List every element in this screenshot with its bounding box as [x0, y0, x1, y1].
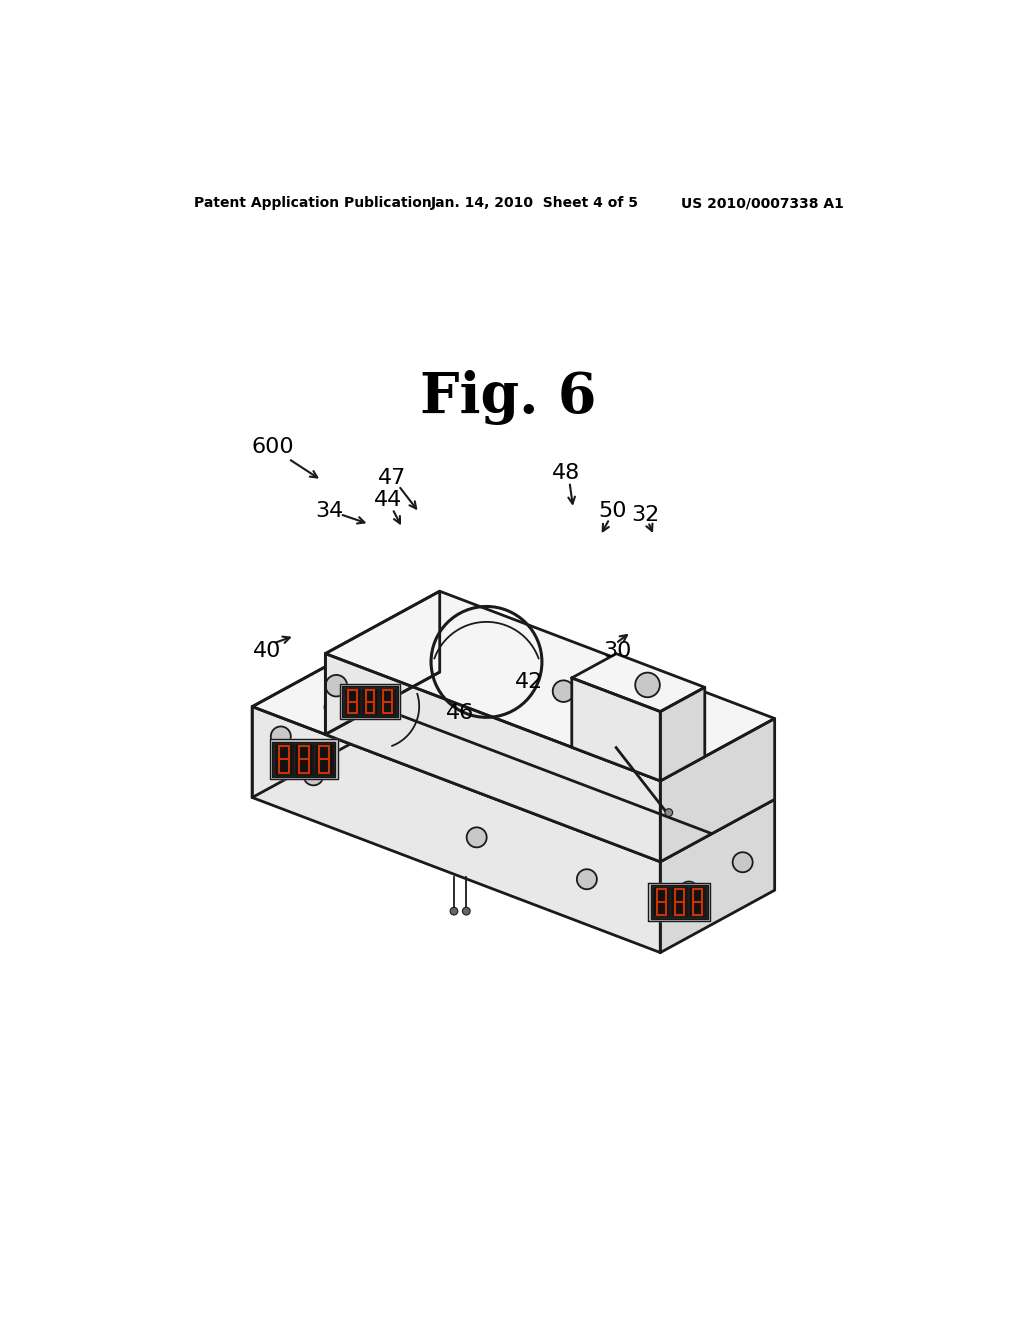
Circle shape [732, 853, 753, 873]
Polygon shape [252, 644, 367, 797]
Circle shape [553, 680, 574, 702]
Circle shape [325, 697, 344, 717]
Polygon shape [272, 742, 336, 777]
Circle shape [451, 907, 458, 915]
Text: 42: 42 [515, 672, 544, 692]
Polygon shape [571, 678, 660, 781]
Text: 44: 44 [375, 490, 402, 510]
Polygon shape [252, 706, 660, 953]
Text: Fig. 6: Fig. 6 [420, 370, 596, 425]
Polygon shape [274, 744, 293, 775]
Polygon shape [342, 686, 397, 717]
Text: 50: 50 [598, 502, 627, 521]
Polygon shape [689, 887, 706, 916]
Polygon shape [326, 653, 660, 862]
Polygon shape [326, 591, 775, 781]
Circle shape [326, 675, 347, 697]
Polygon shape [660, 688, 705, 781]
Circle shape [270, 726, 291, 747]
Text: Patent Application Publication: Patent Application Publication [194, 197, 431, 210]
Polygon shape [650, 884, 708, 919]
Text: 34: 34 [315, 502, 343, 521]
Text: Jan. 14, 2010  Sheet 4 of 5: Jan. 14, 2010 Sheet 4 of 5 [431, 197, 639, 210]
Polygon shape [345, 689, 360, 714]
Circle shape [665, 809, 673, 816]
Polygon shape [671, 887, 687, 916]
Polygon shape [295, 744, 313, 775]
Text: 600: 600 [252, 437, 294, 457]
Circle shape [679, 882, 699, 902]
Polygon shape [362, 689, 378, 714]
Circle shape [577, 870, 597, 890]
Polygon shape [270, 739, 338, 779]
Circle shape [463, 907, 470, 915]
Circle shape [467, 828, 486, 847]
Text: 48: 48 [552, 462, 580, 483]
Polygon shape [252, 644, 775, 862]
Text: 47: 47 [378, 469, 407, 488]
Circle shape [303, 766, 324, 785]
Polygon shape [653, 887, 670, 916]
Polygon shape [326, 591, 439, 734]
Text: 30: 30 [603, 642, 632, 661]
Polygon shape [380, 689, 395, 714]
Text: 32: 32 [631, 506, 659, 525]
Text: 46: 46 [446, 702, 474, 723]
Polygon shape [571, 653, 705, 711]
Polygon shape [648, 883, 710, 921]
Polygon shape [314, 744, 333, 775]
Text: US 2010/0007338 A1: US 2010/0007338 A1 [681, 197, 844, 210]
Polygon shape [660, 800, 775, 953]
Text: 40: 40 [253, 642, 281, 661]
Circle shape [635, 673, 659, 697]
Polygon shape [660, 718, 775, 862]
Polygon shape [340, 684, 400, 719]
